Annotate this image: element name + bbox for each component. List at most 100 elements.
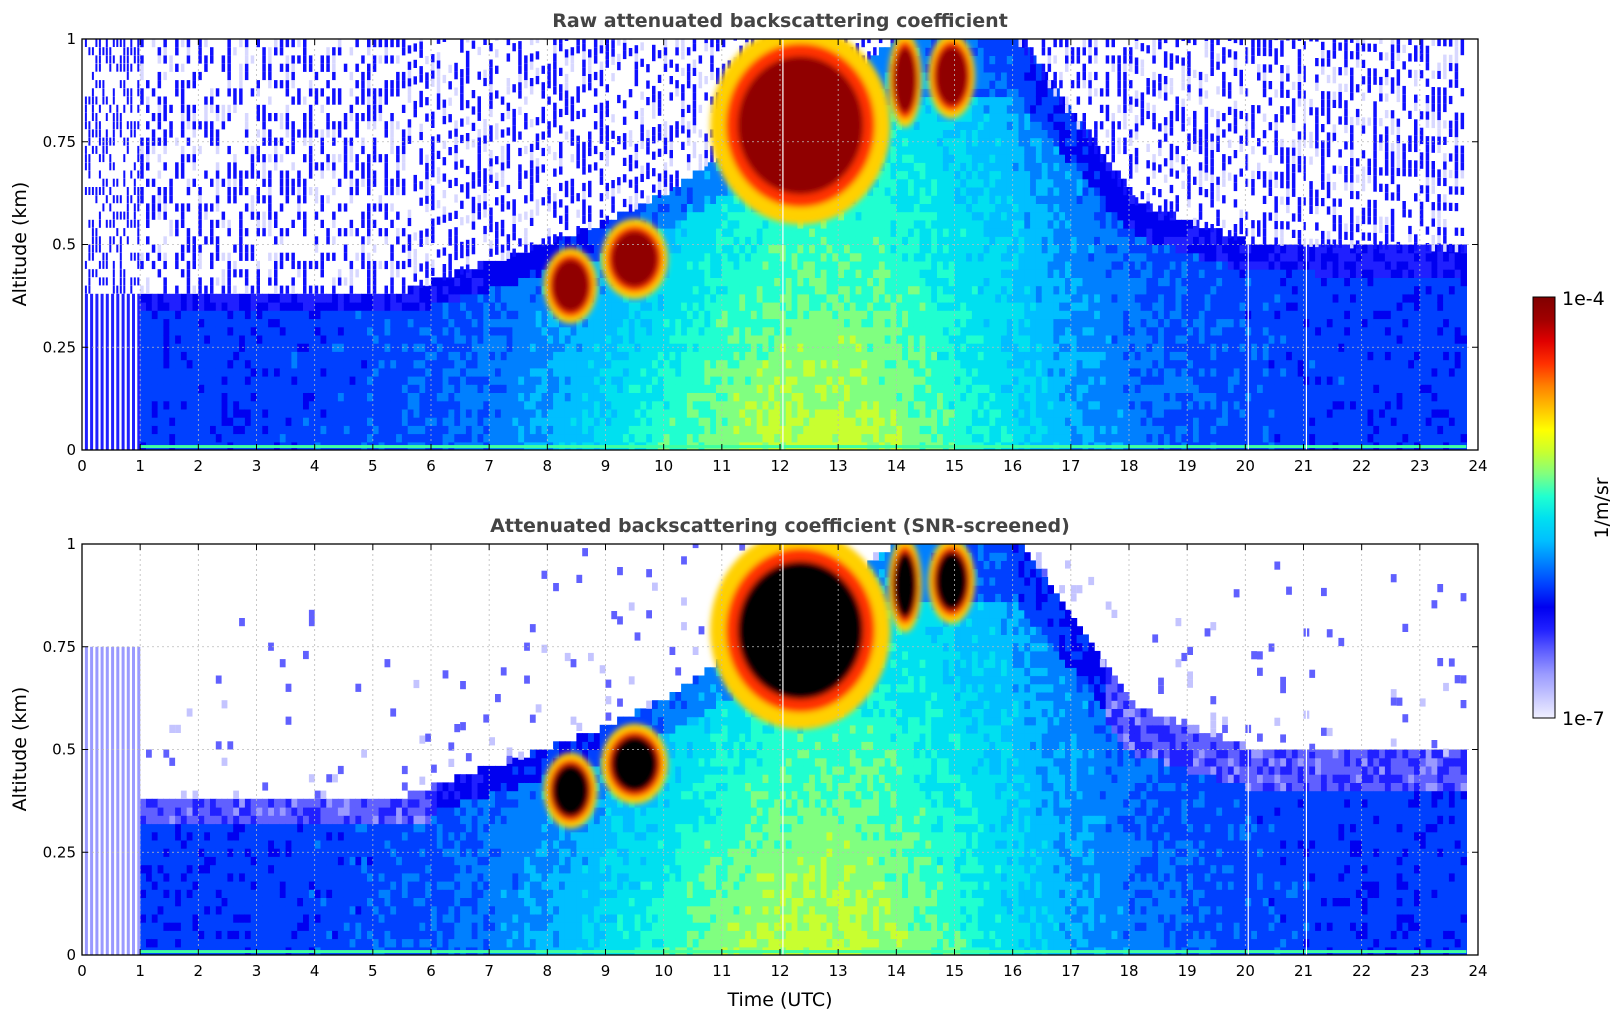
heatmap-cell (762, 408, 769, 418)
heatmap-cell (495, 417, 502, 426)
noise-pixel (489, 133, 493, 142)
heatmap-cell (762, 392, 769, 402)
heatmap-cell (512, 417, 519, 426)
noise-pixel (192, 285, 196, 294)
noise-pixel (518, 213, 522, 222)
noise-pixel (599, 102, 604, 111)
heatmap-cell (692, 277, 700, 287)
noise-pixel (250, 285, 255, 294)
heatmap-cell (436, 302, 444, 311)
heatmap-cell (727, 244, 734, 254)
noise-pixel (250, 244, 255, 253)
noise-pixel (489, 158, 493, 167)
heatmap-cell (303, 326, 310, 336)
heatmap-cell (646, 433, 653, 443)
heatmap-cell (355, 310, 362, 320)
heatmap-cell (250, 392, 258, 402)
heatmap-cell (268, 367, 275, 377)
heatmap-cell (704, 334, 711, 344)
heatmap-cell (367, 343, 374, 352)
heatmap-cell (477, 392, 484, 402)
heatmap-cell (611, 417, 618, 426)
noise-pixel (436, 60, 441, 69)
heatmap-cell (489, 376, 496, 385)
noise-pixel (646, 97, 650, 106)
noise-pixel (454, 227, 458, 236)
noise-pixel (204, 63, 208, 72)
noise-pixel (372, 269, 377, 278)
heatmap-cell (547, 400, 554, 410)
heatmap-cell (506, 318, 513, 328)
noise-pixel (233, 269, 237, 278)
heatmap-cell (285, 334, 292, 344)
heatmap-cell (559, 367, 566, 377)
heatmap-cell (436, 293, 444, 303)
noise-pixel (506, 201, 511, 210)
heatmap-cell (303, 310, 310, 320)
noise-pixel (541, 90, 545, 99)
heatmap-cell (861, 236, 868, 246)
heatmap-cell (681, 219, 688, 229)
heatmap-cell (431, 384, 438, 393)
noise-pixel (157, 187, 162, 196)
heatmap-cell (820, 277, 828, 287)
heatmap-cell (681, 376, 688, 385)
heatmap-cell (250, 310, 258, 320)
noise-pixel (291, 162, 295, 171)
noise-pixel (157, 55, 162, 64)
heatmap-cell (564, 359, 572, 369)
heatmap-cell (239, 376, 246, 385)
noise-pixel (146, 236, 150, 245)
noise-pixel (297, 39, 301, 48)
heatmap-cell (390, 351, 397, 361)
heatmap-cell (605, 417, 612, 426)
noise-pixel (500, 228, 505, 237)
noise-pixel (640, 58, 644, 67)
heatmap-cell (652, 376, 659, 385)
heatmap-cell (442, 326, 449, 336)
noise-pixel (448, 147, 452, 156)
noise-pixel (425, 269, 429, 278)
heatmap-cell (378, 302, 385, 311)
noise-pixel (419, 148, 423, 157)
noise-pixel (524, 121, 528, 130)
noise-pixel (547, 236, 551, 245)
heatmap-cell (564, 408, 572, 418)
heatmap-cell (407, 433, 415, 443)
heatmap-cell (663, 293, 671, 303)
noise-pixel (605, 125, 609, 134)
heatmap-cell (861, 277, 868, 287)
heatmap-cell (663, 425, 671, 435)
heatmap-cell (564, 400, 572, 410)
heatmap-cell (814, 376, 822, 385)
heatmap-cell (274, 318, 281, 328)
heatmap-cell (785, 408, 793, 418)
heatmap-cell (675, 277, 682, 287)
heatmap-cell (657, 302, 665, 311)
heatmap-cell (675, 244, 682, 254)
heatmap-cell (297, 408, 304, 418)
noise-pixel (710, 63, 714, 72)
heatmap-cell (669, 433, 676, 443)
heatmap-cell (838, 219, 845, 229)
heatmap-cell (698, 277, 705, 287)
heatmap-cell (646, 334, 653, 344)
heatmap-cell (692, 260, 700, 270)
noise-pixel (396, 154, 400, 163)
noise-pixel (529, 193, 534, 202)
heatmap-cell (785, 384, 793, 393)
noise-pixel (506, 234, 511, 243)
noise-pixel (529, 78, 534, 87)
noise-pixel (553, 53, 557, 62)
heatmap-cell (535, 310, 543, 320)
noise-pixel (559, 84, 563, 93)
noise-pixel (314, 285, 319, 294)
heatmap-cell (186, 293, 194, 303)
heatmap-cell (704, 236, 711, 246)
heatmap-cell (704, 285, 711, 295)
heatmap-cell (710, 178, 717, 188)
heatmap-cell (628, 326, 636, 336)
heatmap-cell (442, 408, 449, 418)
heatmap-cell (227, 293, 234, 303)
heatmap-cell (797, 400, 804, 410)
